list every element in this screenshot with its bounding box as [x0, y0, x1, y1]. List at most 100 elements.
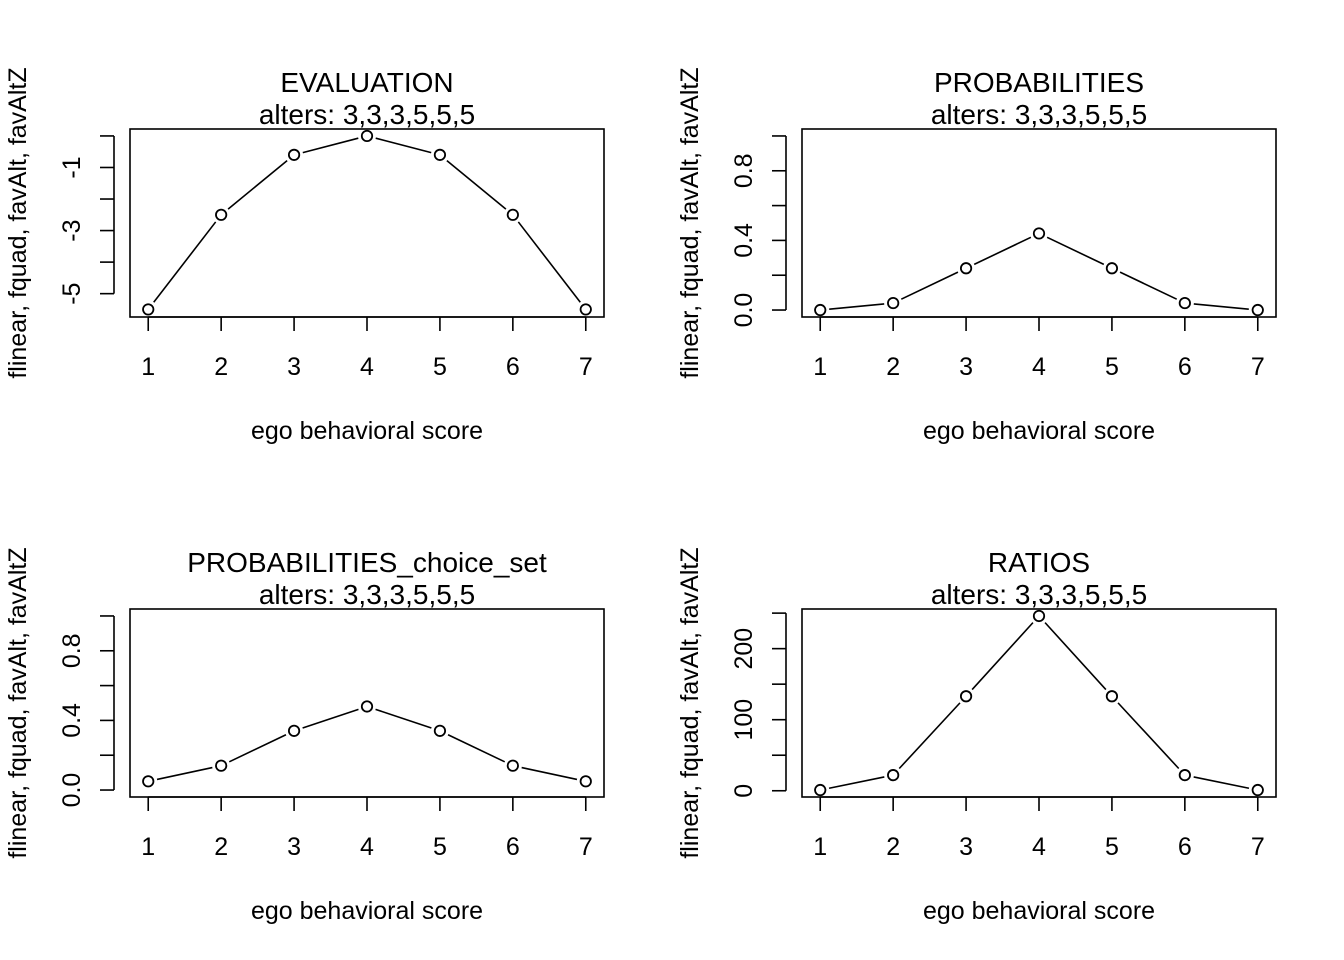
y-tick-label: -1 [58, 156, 86, 178]
y-tick-label: 0.4 [730, 223, 758, 258]
series-line-segment [829, 303, 885, 310]
data-point [506, 759, 519, 772]
data-point [360, 129, 374, 143]
x-axis-label: ego behavioral score [251, 897, 483, 925]
data-point [887, 769, 900, 782]
data-point [887, 296, 900, 310]
y-tick-label: -5 [58, 283, 86, 305]
series-line-segment [375, 708, 432, 729]
y-tick-label: 0.8 [730, 153, 758, 188]
data-point [287, 724, 301, 737]
chart-title: PROBABILITIES [934, 67, 1144, 98]
y-tick-label: 100 [730, 699, 758, 741]
y-tick-label: 0.4 [58, 703, 86, 738]
x-tick-label: 1 [141, 833, 155, 861]
series-line-segment [228, 734, 287, 763]
series-line-segment [1193, 303, 1249, 310]
data-point [1105, 262, 1119, 275]
x-tick-label: 1 [141, 353, 155, 381]
chart-title: EVALUATION [280, 67, 453, 98]
data-point [506, 208, 519, 221]
data-point [814, 303, 827, 317]
y-tick-label: 0.0 [58, 773, 86, 808]
x-tick-label: 5 [1105, 353, 1119, 381]
series-line-segment [517, 221, 581, 303]
series-line-segment [521, 766, 578, 781]
series-line-segment [446, 159, 507, 210]
series-line-segment [1117, 702, 1180, 770]
x-tick-label: 7 [579, 353, 593, 381]
x-tick-label: 2 [214, 833, 228, 861]
x-tick-label: 3 [959, 833, 973, 861]
x-tick-label: 1 [813, 353, 827, 381]
data-point [1032, 227, 1046, 240]
series-line-segment [973, 236, 1032, 266]
x-tick-label: 6 [1178, 353, 1192, 381]
data-point [433, 148, 447, 161]
data-point [1178, 296, 1191, 310]
data-point [959, 690, 973, 703]
x-tick-label: 6 [1178, 833, 1192, 861]
x-tick-label: 6 [506, 833, 520, 861]
x-tick-label: 5 [433, 833, 447, 861]
x-tick-label: 4 [1032, 353, 1046, 381]
data-point [1032, 609, 1046, 623]
data-point [215, 759, 228, 772]
data-point [142, 775, 155, 788]
x-tick-label: 5 [433, 353, 447, 381]
x-tick-label: 3 [287, 833, 301, 861]
chart-subtitle: alters: 3,3,3,5,5,5 [931, 99, 1147, 130]
y-axis-label: flinear, fquad, favAlt, favAltZ [4, 67, 32, 378]
data-point [433, 724, 447, 737]
x-tick-label: 4 [1032, 833, 1046, 861]
series-line-segment [898, 702, 961, 770]
x-tick-label: 3 [287, 353, 301, 381]
y-axis-label: flinear, fquad, favAlt, favAltZ [4, 547, 32, 858]
x-axis-label: ego behavioral score [923, 417, 1155, 445]
x-tick-label: 6 [506, 353, 520, 381]
y-tick-label: 0.8 [58, 633, 86, 668]
data-point [1105, 690, 1119, 703]
series-line-segment [447, 734, 506, 763]
y-tick-label: -3 [58, 219, 86, 241]
series-line-segment [302, 137, 359, 154]
y-tick-label: 0 [730, 784, 758, 798]
data-point [1178, 769, 1191, 782]
x-tick-label: 4 [360, 833, 374, 861]
chart-subtitle: alters: 3,3,3,5,5,5 [931, 579, 1147, 610]
series-line-segment [375, 137, 432, 154]
data-point [1251, 783, 1264, 797]
series-line-segment [227, 159, 288, 210]
chart-subtitle: alters: 3,3,3,5,5,5 [259, 99, 475, 130]
y-axis-label: flinear, fquad, favAlt, favAltZ [676, 547, 704, 858]
x-axis-label: ego behavioral score [923, 897, 1155, 925]
x-tick-label: 7 [1251, 353, 1265, 381]
x-tick-label: 7 [579, 833, 593, 861]
series-line-segment [153, 221, 217, 303]
x-axis-label: ego behavioral score [251, 417, 483, 445]
data-point [215, 208, 228, 221]
y-tick-label: 200 [730, 628, 758, 670]
series-line-segment [971, 622, 1034, 691]
x-tick-label: 4 [360, 353, 374, 381]
chart-title: PROBABILITIES_choice_set [187, 547, 547, 578]
x-tick-label: 2 [886, 353, 900, 381]
data-point [579, 303, 592, 316]
x-tick-label: 2 [886, 833, 900, 861]
data-point [360, 700, 374, 713]
data-point [814, 783, 827, 797]
chart-subtitle: alters: 3,3,3,5,5,5 [259, 579, 475, 610]
chart-title: RATIOS [988, 547, 1090, 578]
series-line-segment [828, 776, 885, 790]
x-tick-label: 3 [959, 353, 973, 381]
data-point [142, 303, 155, 316]
series-line-segment [1046, 236, 1105, 266]
x-tick-label: 7 [1251, 833, 1265, 861]
series-line-segment [156, 766, 213, 781]
y-axis-label: flinear, fquad, favAlt, favAltZ [676, 67, 704, 378]
